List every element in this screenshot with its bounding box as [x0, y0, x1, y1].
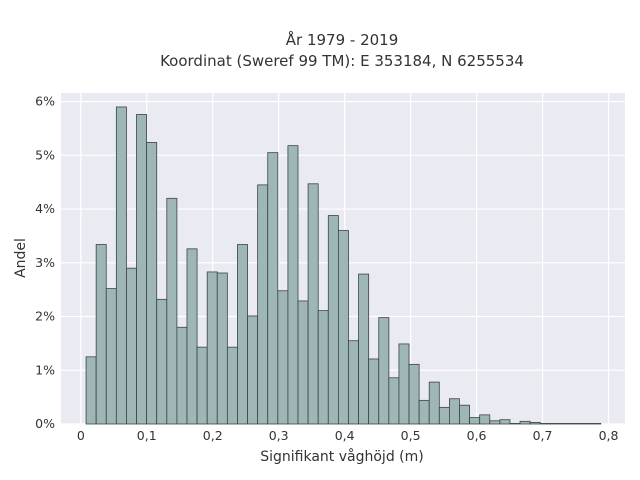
histogram-bar: [136, 114, 148, 425]
histogram-bar: [156, 298, 168, 425]
histogram-bar: [95, 244, 107, 425]
histogram-bar: [277, 290, 289, 425]
x-tick-label: 0,5: [401, 428, 421, 443]
histogram-bar: [529, 421, 541, 425]
x-tick-label: 0,6: [467, 428, 487, 443]
histogram-bar: [166, 197, 178, 425]
histogram-bar: [115, 106, 127, 425]
y-tick-label: 4%: [35, 201, 55, 216]
y-tick-labels: 0% 1% 2% 3% 4% 5% 6%: [35, 94, 55, 431]
histogram-bar: [327, 215, 339, 425]
histogram-bar: [226, 346, 238, 425]
histogram-bar: [388, 377, 400, 425]
y-tick-label: 0%: [35, 416, 55, 431]
histogram-bar: [216, 272, 228, 425]
histogram-bar: [549, 423, 561, 425]
histogram-bar: [368, 358, 380, 425]
x-tick-label: 0,1: [137, 428, 157, 443]
histogram-bar: [176, 326, 188, 425]
chart-title-line1: År 1979 - 2019: [286, 30, 399, 49]
y-axis-label: Andel: [13, 238, 29, 278]
x-axis-label: Signifikant våghöjd (m): [260, 448, 423, 465]
histogram-bar: [85, 356, 97, 425]
histogram-bar: [105, 288, 117, 425]
histogram-bar: [358, 273, 370, 425]
histogram-bar: [580, 423, 592, 425]
histogram-bar: [428, 381, 440, 425]
x-tick-label: 0,3: [269, 428, 289, 443]
y-tick-label: 5%: [35, 147, 55, 162]
histogram-bar: [449, 398, 460, 425]
x-tick-label: 0,7: [533, 428, 553, 443]
x-tick-label: 0,8: [599, 428, 619, 443]
histogram-bar: [499, 419, 511, 425]
histogram-bar: [206, 271, 218, 425]
histogram-bar: [418, 399, 430, 425]
histogram-bar: [257, 184, 269, 425]
chart-title-line2: Koordinat (Sweref 99 TM): E 353184, N 62…: [160, 52, 524, 70]
histogram-bar: [469, 417, 481, 425]
histogram-bar: [337, 230, 349, 425]
histogram-bar: [438, 406, 450, 425]
y-tick-label: 6%: [35, 94, 55, 109]
histogram-bar: [196, 346, 208, 425]
histogram-bar: [519, 420, 531, 425]
histogram-bars: [85, 106, 602, 425]
y-tick-label: 3%: [35, 255, 55, 270]
histogram-bar: [317, 310, 329, 425]
histogram-bar: [398, 343, 410, 425]
histogram-bar: [267, 152, 279, 425]
histogram-bar: [348, 340, 359, 425]
histogram-bar: [297, 300, 309, 425]
histogram-bar: [146, 142, 158, 425]
histogram-bar: [489, 420, 501, 425]
y-tick-label: 2%: [35, 309, 55, 324]
histogram-bar: [126, 267, 137, 425]
histogram-bar: [408, 363, 420, 425]
histogram-bar: [459, 404, 470, 425]
histogram-bar: [307, 183, 319, 425]
histogram-bar: [186, 248, 198, 425]
histogram-bar: [509, 423, 521, 425]
x-tick-label: 0,2: [203, 428, 223, 443]
x-tick-label: 0: [77, 428, 85, 443]
y-tick-label: 1%: [35, 362, 55, 377]
x-tick-labels: 0 0,1 0,2 0,3 0,4 0,5 0,6 0,7 0,8: [77, 428, 619, 443]
x-tick-label: 0,4: [335, 428, 355, 443]
histogram-bar: [539, 423, 551, 425]
histogram-bar: [479, 414, 491, 425]
histogram-bar: [570, 423, 582, 425]
histogram-bar: [287, 145, 299, 425]
histogram-bar: [378, 317, 390, 425]
histogram-bar: [237, 244, 248, 425]
histogram-bar: [247, 315, 259, 425]
histogram-bar: [560, 423, 571, 425]
histogram-bar: [590, 423, 602, 425]
